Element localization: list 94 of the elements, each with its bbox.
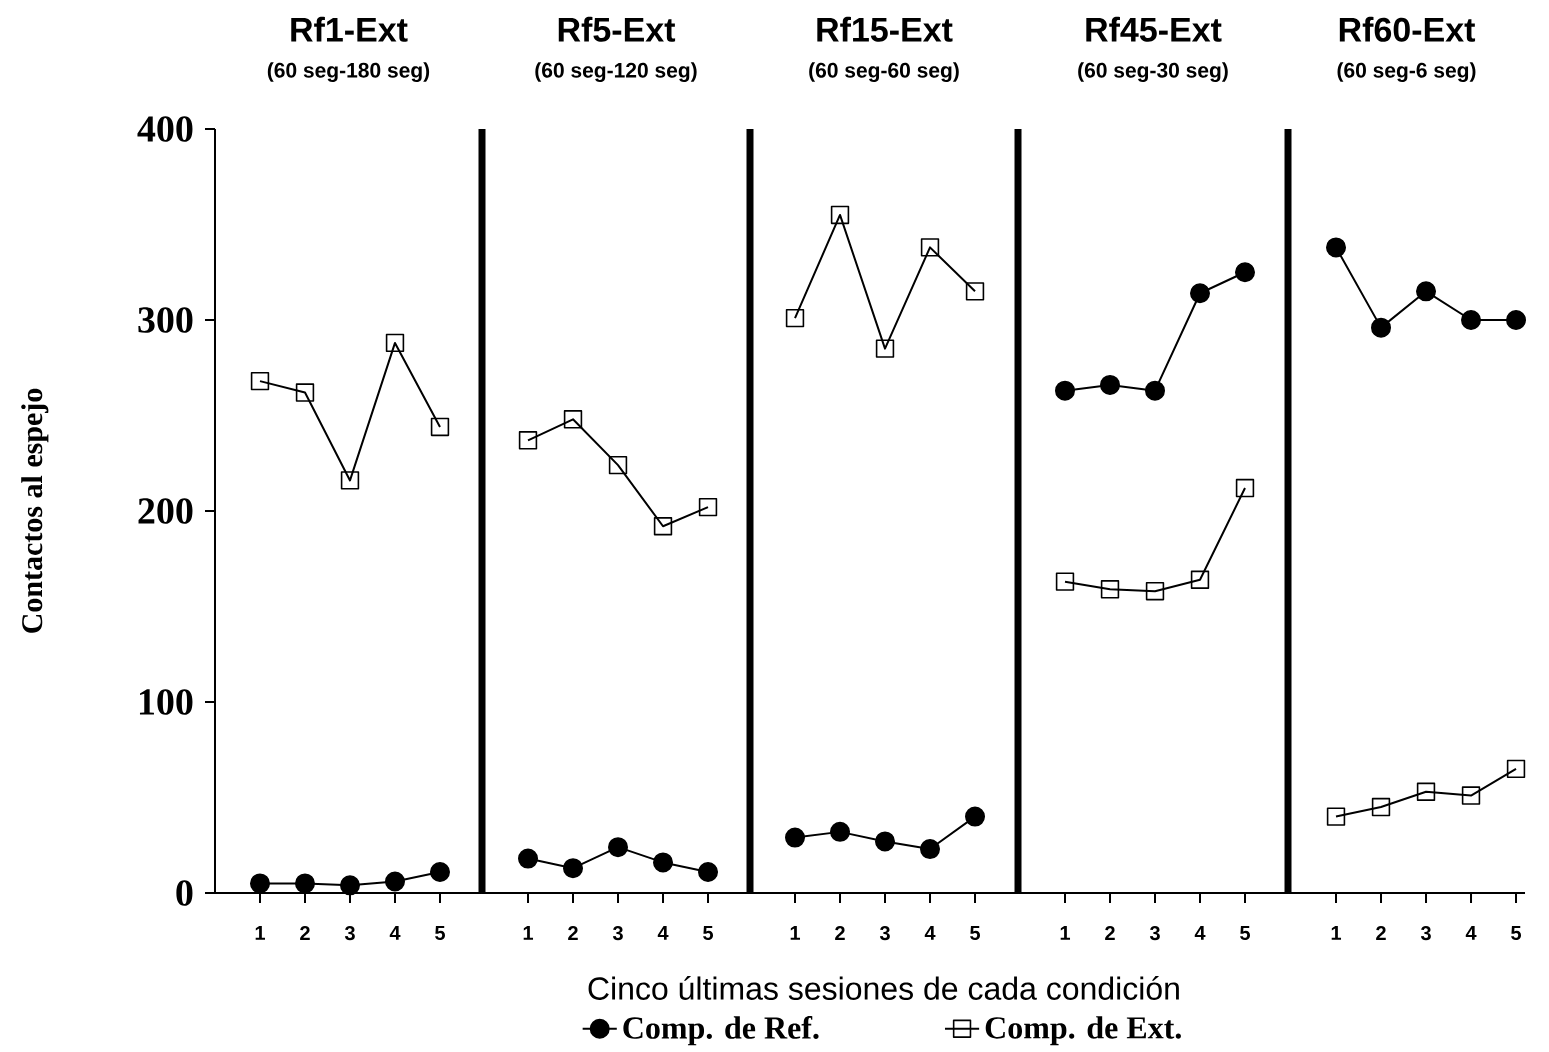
- point: [1100, 374, 1121, 395]
- y-axis-title: Contactos al espejo: [21, 388, 49, 633]
- x-tick-label: 1: [1331, 926, 1342, 940]
- point: [1145, 582, 1165, 601]
- point: [653, 517, 673, 536]
- point: [875, 339, 895, 358]
- x-tick-label: 2: [300, 926, 310, 941]
- point: [1371, 797, 1391, 817]
- point: [1506, 309, 1527, 330]
- point: [1326, 807, 1346, 826]
- point: [250, 371, 270, 391]
- point: [1100, 580, 1120, 599]
- point: [384, 871, 405, 892]
- x-tick-label: 2: [1376, 926, 1386, 941]
- x-tick-label: 4: [1194, 926, 1206, 940]
- point: [430, 417, 450, 437]
- point: [1371, 317, 1392, 338]
- point: [340, 471, 360, 490]
- chart-subtitle: (60 seg-120 seg): [535, 62, 697, 82]
- y-tick-label: 100: [139, 689, 193, 715]
- chart-subtitle: (60 seg-30 seg): [1078, 62, 1228, 82]
- x-tick-label: 1: [523, 926, 534, 940]
- point: [698, 861, 719, 882]
- point: [518, 848, 539, 869]
- chart-subtitle: (60 seg-6 seg): [1337, 62, 1476, 82]
- x-tick-label: 2: [1105, 926, 1115, 941]
- x-tick-label: 3: [344, 926, 355, 941]
- x-tick-label: 4: [924, 926, 936, 940]
- point: [1416, 281, 1437, 302]
- point: [875, 831, 896, 852]
- y-tick-label: 300: [138, 307, 193, 333]
- point: [518, 431, 538, 450]
- point: [965, 806, 986, 827]
- point: [1055, 380, 1075, 401]
- point: [830, 821, 851, 842]
- point: [295, 383, 315, 402]
- chart-title: Rf5-Ext: [558, 16, 676, 42]
- point: [1506, 759, 1526, 779]
- point: [563, 410, 583, 429]
- point: [1461, 309, 1482, 330]
- chart-subtitle: (60 seg-180 seg): [267, 62, 430, 82]
- point: [920, 238, 940, 257]
- legend-label: Comp. de Ext.: [985, 1016, 1181, 1046]
- point: [920, 839, 941, 860]
- x-tick-label: 4: [1465, 926, 1477, 940]
- point: [785, 827, 805, 848]
- x-tick-label: 5: [1511, 926, 1522, 940]
- x-tick-label: 2: [835, 926, 845, 941]
- point: [340, 875, 360, 896]
- point: [1190, 570, 1210, 589]
- x-tick-label: 5: [703, 926, 714, 940]
- point: [1055, 572, 1075, 591]
- x-axis-title: Cinco últimas sesiones de cada condición: [588, 976, 1179, 1000]
- x-tick-label: 4: [657, 926, 669, 940]
- y-tick-label: 400: [137, 116, 193, 142]
- point: [1190, 283, 1210, 304]
- x-tick-label: 3: [879, 926, 890, 941]
- point: [429, 861, 450, 882]
- point: [1461, 786, 1481, 805]
- x-tick-label: 5: [1240, 926, 1251, 940]
- point: [608, 455, 628, 475]
- point: [1326, 237, 1347, 258]
- x-tick-label: 1: [790, 926, 801, 940]
- chart-title: Rf1-Ext: [291, 16, 408, 42]
- point: [653, 852, 674, 873]
- point: [250, 873, 270, 894]
- chart-subtitle: (60 seg-60 seg): [809, 62, 959, 82]
- y-tick-label: 200: [138, 498, 193, 524]
- x-tick-label: 4: [389, 926, 401, 940]
- point: [385, 333, 405, 353]
- x-tick-label: 1: [1060, 926, 1071, 940]
- x-tick-label: 3: [1149, 926, 1160, 941]
- point: [1235, 478, 1255, 498]
- point: [830, 205, 850, 225]
- point: [1235, 262, 1255, 283]
- point: [1416, 782, 1436, 801]
- x-tick-label: 3: [1420, 926, 1431, 941]
- chart-title: Rf15-Ext: [817, 16, 953, 42]
- point: [608, 837, 629, 858]
- point: [698, 497, 718, 517]
- x-tick-label: 3: [612, 926, 623, 941]
- y-tick-label: 0: [176, 880, 193, 906]
- legend-label: Comp. de Ref.: [623, 1015, 819, 1046]
- point: [785, 308, 805, 328]
- chart-title: Rf45-Ext: [1086, 16, 1222, 42]
- point: [295, 873, 315, 894]
- x-tick-label: 2: [568, 926, 578, 941]
- x-tick-label: 5: [970, 926, 981, 940]
- x-tick-label: 5: [435, 926, 445, 940]
- point: [1145, 380, 1165, 401]
- x-tick-label: 1: [255, 926, 266, 940]
- point: [563, 858, 584, 879]
- point: [965, 282, 985, 301]
- chart-title: Rf60-Ext: [1339, 16, 1476, 42]
